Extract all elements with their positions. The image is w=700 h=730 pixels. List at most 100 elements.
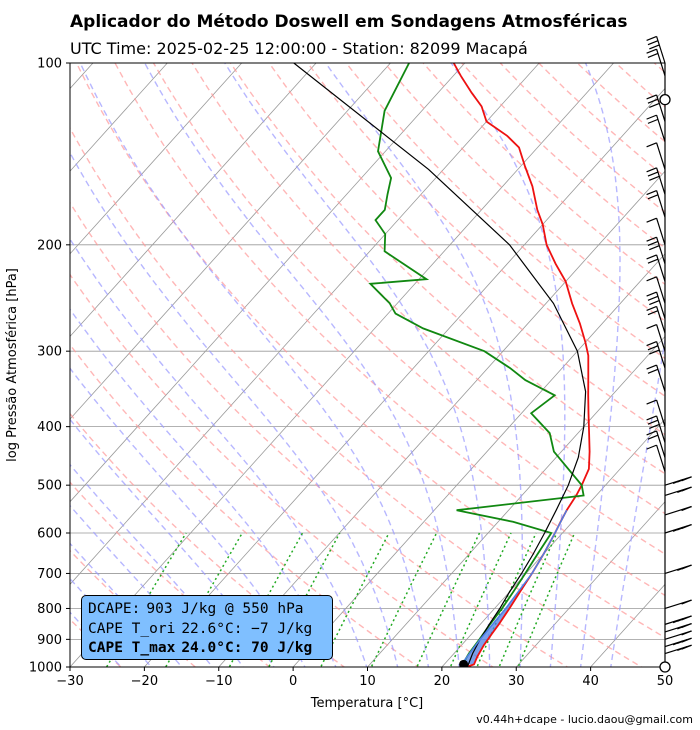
- mixing-ratio-line: [319, 532, 390, 667]
- wind-barb-flag: [649, 299, 660, 306]
- parcel-line: [293, 63, 587, 667]
- moist-adiabat: [579, 63, 621, 667]
- y-tick-label: 400: [37, 420, 62, 435]
- isotherm-10: [366, 335, 665, 667]
- dry-adiabat: [70, 201, 569, 667]
- wind-barbs: [646, 35, 692, 673]
- dcape-label: DCAPE:: [88, 601, 141, 617]
- cape-max-value: 24.0°C: 70 J/kg: [181, 640, 313, 656]
- profile-lines: [293, 63, 591, 667]
- cape-max-label: CAPE T_max: [88, 640, 176, 656]
- wind-barb-flag: [649, 245, 660, 251]
- isotherm--10: [218, 170, 665, 667]
- temperature-line: [452, 63, 591, 667]
- surface-parcel-marker: [459, 659, 469, 667]
- wind-barb-flag: [647, 295, 659, 301]
- dry-adiabat: [70, 618, 122, 667]
- wind-barb-flag: [646, 254, 657, 260]
- dry-adiabats: [70, 63, 665, 667]
- x-tick-label: −30: [56, 674, 83, 689]
- wind-barb-flag: [646, 324, 657, 330]
- y-axis-ticks: 100 200 300 400 500 600 700 800 900 1000: [29, 57, 70, 676]
- x-tick-label: 0: [289, 674, 297, 689]
- wind-barb-flag: [649, 44, 660, 50]
- moist-adiabat: [70, 308, 337, 667]
- dry-adiabat: [345, 63, 665, 360]
- wind-barb: [656, 36, 666, 64]
- moist-adiabat: [79, 63, 430, 667]
- wind-barb: [656, 218, 666, 246]
- wind-barb-flag: [647, 258, 659, 264]
- wind-barb: [656, 49, 666, 76]
- wind-barb-flag: [646, 190, 657, 196]
- x-tick-label: 50: [657, 674, 674, 689]
- wind-barb-flag: [672, 618, 684, 624]
- wind-barb: [656, 291, 666, 319]
- cape-ori-label: CAPE T_ori: [88, 620, 176, 637]
- isotherm--70: [70, 63, 317, 338]
- wind-barb-flag: [646, 236, 657, 242]
- isobar-grid: [70, 63, 665, 667]
- wind-barb-flag: [646, 94, 657, 100]
- mixing-ratio-line: [476, 532, 537, 667]
- dry-adiabat: [70, 549, 197, 667]
- y-tick-label: 1000: [29, 661, 62, 676]
- mixing-ratio-line: [416, 532, 481, 667]
- calm-wind-circle: [659, 94, 671, 106]
- wind-barb-flag: [647, 240, 659, 247]
- wind-barb-flag: [647, 310, 659, 316]
- wind-barb-flag: [672, 640, 684, 646]
- wind-barb-flag: [646, 340, 657, 347]
- wind-barb-flag: [672, 526, 684, 532]
- dry-adiabat: [307, 63, 665, 398]
- mixing-ratio-line: [517, 532, 576, 667]
- moist-adiabat: [325, 63, 524, 667]
- wind-barb-flag: [646, 305, 657, 312]
- moist-adiabat: [610, 335, 665, 667]
- mixing-ratio-line: [370, 532, 438, 667]
- dcape-value: 903 J/kg @ 550 hPa: [146, 601, 304, 617]
- moist-adiabat: [70, 542, 183, 667]
- wind-barb-flag: [646, 217, 657, 223]
- wind-barb-flag: [646, 364, 657, 370]
- isotherm--80: [70, 63, 243, 255]
- plot-frame: [69, 62, 666, 668]
- dry-adiabat: [538, 63, 665, 178]
- isotherm--60: [70, 63, 391, 420]
- isotherm-40: [590, 583, 665, 667]
- wind-barb-flag: [646, 444, 657, 450]
- x-tick-label: −10: [205, 674, 232, 689]
- wind-barb-flag: [646, 114, 657, 120]
- wind-barb-flag: [646, 48, 657, 54]
- wind-barb-flag: [646, 291, 657, 297]
- isotherm--20: [143, 87, 665, 667]
- x-tick-label: 10: [359, 674, 376, 689]
- moist-adiabat: [70, 418, 275, 667]
- wind-barb-flag: [647, 194, 659, 200]
- wind-barb-flag: [646, 167, 657, 173]
- mixing-ratio-line: [498, 532, 558, 667]
- isotherm-30: [515, 501, 665, 667]
- calm-wind-circle: [659, 661, 671, 673]
- footer-credit: v0.44h+dcape - lucio.daou@gmail.com: [476, 713, 693, 726]
- dry-adiabat: [70, 343, 420, 667]
- wind-barb-flag: [681, 630, 692, 636]
- dry-adiabat: [114, 63, 665, 597]
- isotherm--90: [70, 63, 168, 172]
- y-tick-label: 500: [37, 479, 62, 494]
- wind-barb-flag: [677, 645, 688, 652]
- moist-adiabat: [70, 367, 306, 667]
- wind-barb-flag: [649, 349, 660, 355]
- wind-barb: [656, 142, 666, 170]
- isotherm--40: [70, 63, 540, 585]
- wind-barb: [656, 399, 666, 427]
- wind-barb: [656, 190, 666, 218]
- dry-adiabat: [615, 63, 665, 108]
- x-tick-label: 30: [508, 674, 525, 689]
- wind-barb-flag: [677, 487, 688, 493]
- moist-adiabat: [70, 237, 368, 667]
- moist-adiabat: [70, 504, 214, 667]
- y-tick-label: 800: [37, 602, 62, 617]
- isotherm-0: [292, 253, 665, 667]
- moist-adiabat: [144, 63, 460, 667]
